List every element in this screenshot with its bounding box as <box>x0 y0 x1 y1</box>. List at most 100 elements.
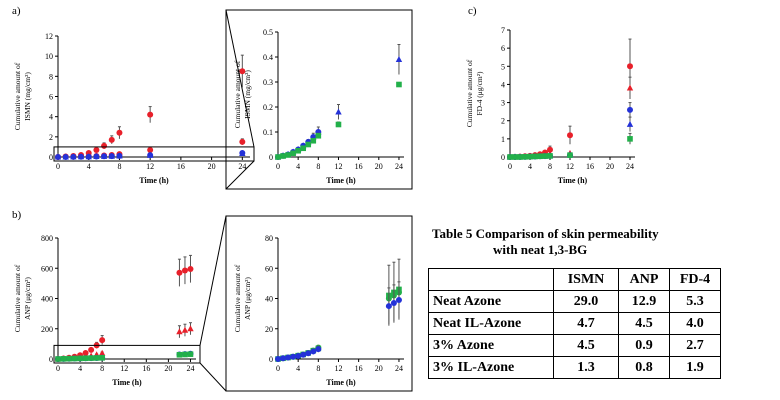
table-row: 3% Azone 4.5 0.9 2.7 <box>428 334 721 357</box>
panel-label: a) <box>12 5 21 17</box>
x-tick-label: 0 <box>56 162 60 171</box>
zoom-connector-bottom <box>225 160 255 190</box>
data-point <box>99 337 106 344</box>
y-tick-label: 12 <box>45 32 53 41</box>
data-point <box>176 269 183 276</box>
y-tick-label: 4 <box>501 80 505 89</box>
y-axis-label-line1: Cumulative amount of <box>233 60 242 128</box>
x-tick-label: 24 <box>395 162 403 171</box>
row-label: Neat IL-Azone <box>428 312 554 335</box>
zoom-inset-frame <box>225 9 413 190</box>
y-tick-label: 0.3 <box>263 78 273 87</box>
data-point <box>310 137 317 144</box>
data-point <box>512 154 518 160</box>
y-tick-label: 80 <box>265 234 273 243</box>
data-point <box>93 355 100 361</box>
y-tick-label: 800 <box>41 234 53 243</box>
x-tick-label: 0 <box>276 364 280 373</box>
panel-label: b) <box>12 209 22 221</box>
row-label: 3% IL-Azone <box>428 356 554 379</box>
y-tick-label: 8 <box>49 72 53 81</box>
x-tick-label: 12 <box>334 364 342 373</box>
y-axis-label-line2: ISMN (mg/cm²) <box>23 72 32 121</box>
y-tick-label: 2 <box>501 117 505 126</box>
x-tick-label: 0 <box>508 162 512 171</box>
data-point <box>116 152 123 159</box>
data-point <box>280 153 286 159</box>
y-axis-label-line1: Cumulative amount of <box>13 62 22 130</box>
y-axis-label-line2: ISMN (mg/cm²) <box>243 70 252 119</box>
cell-fd4: 5.3 <box>669 290 721 313</box>
data-point <box>285 354 292 361</box>
data-point <box>181 326 189 333</box>
y-tick-label: 20 <box>265 325 273 334</box>
y-tick-label: 0 <box>49 355 53 364</box>
data-point <box>315 132 322 139</box>
data-point <box>239 138 246 145</box>
data-point <box>275 356 281 362</box>
data-point <box>62 153 69 160</box>
data-point <box>176 328 183 335</box>
cell-fd4: 4.0 <box>669 312 721 335</box>
data-point <box>60 356 67 362</box>
x-axis-label: Time (h) <box>139 176 169 185</box>
x-tick-label: 4 <box>87 162 91 171</box>
x-tick-label: 8 <box>316 162 320 171</box>
data-point <box>305 141 312 148</box>
row-label: 3% Azone <box>428 334 554 357</box>
y-axis-label: Cumulative amount of FD-4 (μg/cm²) <box>465 59 484 127</box>
x-tick-label: 16 <box>355 162 363 171</box>
x-tick-label: 8 <box>100 364 104 373</box>
x-tick-label: 4 <box>296 364 300 373</box>
chart-panel-1: 0 0.1 0.2 0.3 0.4 0.5 0 4 8 12 16 20 24 Time (h) Cumul… <box>233 28 404 185</box>
y-tick-label: 6 <box>49 93 53 102</box>
data-point <box>335 121 342 128</box>
data-point <box>295 147 301 154</box>
x-tick-label: 12 <box>120 364 128 373</box>
y-tick-label: 0 <box>269 153 273 162</box>
table-row: Neat IL-Azone 4.7 4.5 4.0 <box>428 312 721 335</box>
y-axis-label: Cumulative amount of ANP (μg/cm²) <box>13 264 32 332</box>
cell-anp: 12.9 <box>618 290 670 313</box>
x-axis-label: Time (h) <box>326 378 356 387</box>
data-point <box>295 352 302 359</box>
x-tick-label: 24 <box>395 364 403 373</box>
x-tick-label: 12 <box>146 162 154 171</box>
cell-anp: 0.8 <box>618 356 670 379</box>
y-tick-label: 40 <box>265 295 273 304</box>
y-tick-label: 1 <box>501 135 505 144</box>
data-point <box>626 84 634 91</box>
data-point <box>71 355 78 362</box>
data-point <box>396 81 402 88</box>
y-axis-label-line2: ANP (μg/cm²) <box>23 277 32 320</box>
x-tick-label: 20 <box>375 162 383 171</box>
data-point <box>305 350 312 357</box>
x-tick-label: 20 <box>606 162 614 171</box>
y-tick-label: 2 <box>49 133 53 142</box>
data-point <box>55 356 61 362</box>
data-point <box>627 63 633 70</box>
x-tick-label: 0 <box>276 162 280 171</box>
x-tick-label: 8 <box>316 364 320 373</box>
data-point <box>285 152 291 158</box>
x-tick-label: 16 <box>355 364 363 373</box>
table-caption: Table 5 Comparison of skin permeability … <box>432 226 780 258</box>
y-axis-label-line1: Cumulative amount of <box>13 264 22 332</box>
data-point <box>280 355 287 362</box>
x-tick-label: 4 <box>296 162 300 171</box>
data-point <box>395 297 402 304</box>
data-point <box>88 355 94 361</box>
data-point <box>626 120 634 127</box>
panel-label: c) <box>468 5 477 17</box>
table-header-row: ISMN ANP FD-4 <box>428 268 721 291</box>
y-axis-label: Cumulative amount of ISMN (mg/cm²) <box>13 62 32 130</box>
y-tick-label: 200 <box>41 325 53 334</box>
zoom-connector-top <box>199 215 227 346</box>
y-tick-label: 400 <box>41 295 53 304</box>
x-axis-label: Time (h) <box>112 378 142 387</box>
y-tick-label: 6 <box>501 44 505 53</box>
x-tick-label: 20 <box>208 162 216 171</box>
